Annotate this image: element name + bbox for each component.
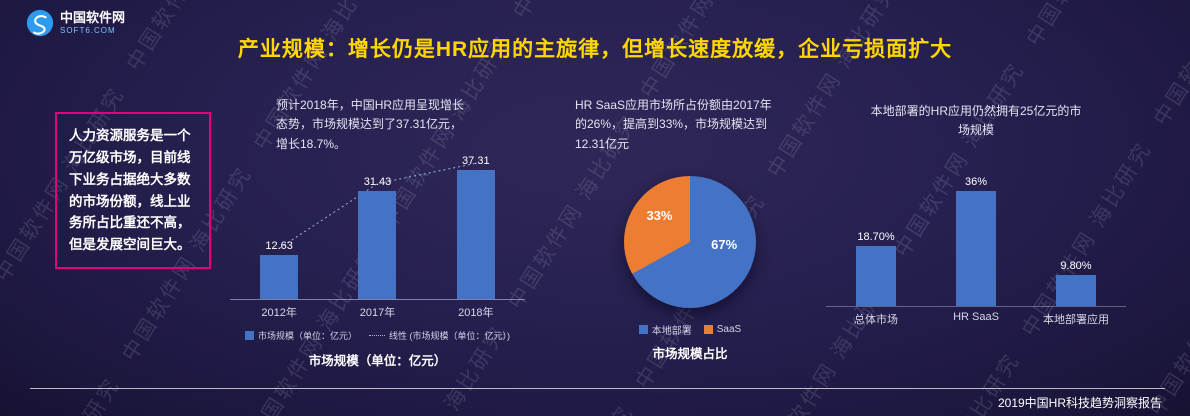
chart3-categories: 总体市场 HR SaaS 本地部署应用 (826, 311, 1126, 327)
chart1-bars: 12.63 31.43 37.31 (230, 155, 525, 300)
legend-label: SaaS (716, 324, 742, 336)
chart1-plot: 12.63 31.43 37.31 (230, 155, 525, 301)
bar (1056, 274, 1096, 306)
key-message-box: 人力资源服务是一个万亿级市场，目前线下业务占据绝大多数的市场份额，线上业务所占比… (55, 112, 211, 270)
bar-group: 31.43 (358, 176, 397, 300)
pie-wrap: 67% 33% (624, 176, 756, 309)
chart3-plot: 18.70% 36% 9.80% (826, 176, 1126, 307)
bar-value-label: 37.31 (462, 155, 490, 168)
chart1-categories: 2012年 2017年 2018年 (230, 304, 525, 320)
category-label: 本地部署应用 (1043, 313, 1109, 326)
category-label: 2012年 (261, 307, 297, 320)
legend-label: 市场规模（单位：亿元） (257, 331, 357, 342)
bar-value-label: 36% (964, 175, 988, 188)
logo-text: 中国软件网 SOFT6.COM (60, 10, 126, 35)
chart1-note: 预计2018年，中国HR应用呈现增长态势，市场规模达到了37.31亿元，增长18… (276, 98, 465, 151)
page-title: 产业规模：增长仍是HR应用的主旋律，但增长速度放缓，企业亏损面扩大 (237, 38, 953, 61)
bar (856, 245, 896, 306)
series-swatch-icon (244, 331, 254, 341)
bar-value-label: 9.80% (1060, 259, 1092, 272)
chart2-caption: 市场规模占比 (652, 347, 728, 362)
bar-value-label: 31.43 (363, 176, 392, 189)
bar (358, 191, 397, 300)
footer-report-title: 2019中国HR科技趋势洞察报告 (997, 396, 1162, 410)
logo-swirl-icon (26, 9, 54, 37)
legend-label: 线性 (市场规模（单位：亿元）) (389, 331, 510, 342)
category-label: HR SaaS (953, 310, 999, 323)
legend-item-local: 本地部署 (638, 322, 692, 338)
bar-group: 36% (956, 176, 996, 306)
bar-value-label: 12.63 (265, 240, 293, 253)
bar-value-label: 18.70% (857, 230, 895, 243)
chart1-legend: 市场规模（单位：亿元） 线性 (市场规模（单位：亿元）) (230, 329, 525, 342)
chart2-note: HR SaaS应用市场所占份额由2017年的26%，提高到33%，市场规模达到1… (575, 98, 772, 151)
pie-slice-label-local: 67% (711, 237, 738, 253)
logo-title: 中国软件网 (60, 10, 126, 26)
bar-chart-growth: 本地部署的HR应用仍然拥有25亿元的市场规模 18.70% 36% 9.80% 总体… (826, 102, 1126, 327)
footer-divider (30, 388, 1165, 389)
pie-slice-label-saas: 33% (646, 207, 673, 223)
bar-group: 12.63 (260, 240, 299, 300)
saas-swatch-icon (703, 325, 713, 335)
bar-group: 37.31 (456, 155, 495, 300)
chart3-bars: 18.70% 36% 9.80% (826, 176, 1126, 306)
pie (624, 176, 756, 309)
category-label: 总体市场 (854, 313, 898, 326)
chart2-legend: 本地部署 SaaS (575, 322, 805, 337)
chart3-note: 本地部署的HR应用仍然拥有25亿元的市场规模 (870, 104, 1082, 138)
trendline-swatch-icon (369, 335, 385, 337)
bar (260, 255, 299, 300)
legend-item-trend: 线性 (市场规模（单位：亿元）) (369, 329, 510, 342)
bar (456, 170, 495, 300)
category-label: 2018年 (458, 307, 494, 320)
logo: 中国软件网 SOFT6.COM (26, 9, 125, 37)
chart1-axis-label: 市场规模（单位：亿元） (308, 354, 447, 369)
bar (956, 190, 996, 306)
pie-chart-market-share: HR SaaS应用市场所占份额由2017年的26%，提高到33%，市场规模达到1… (575, 96, 805, 362)
logo-subtitle: SOFT6.COM (60, 25, 116, 35)
bar-group: 18.70% (856, 231, 896, 306)
legend-label: 本地部署 (651, 326, 692, 338)
legend-item-series: 市场规模（单位：亿元） (244, 329, 357, 342)
bar-chart-market-size: 预计2018年，中国HR应用呈现增长态势，市场规模达到了37.31亿元，增长18… (230, 96, 525, 369)
bar-group: 9.80% (1056, 260, 1096, 306)
local-swatch-icon (638, 325, 648, 335)
category-label: 2017年 (359, 307, 396, 320)
legend-item-saas: SaaS (703, 324, 742, 336)
